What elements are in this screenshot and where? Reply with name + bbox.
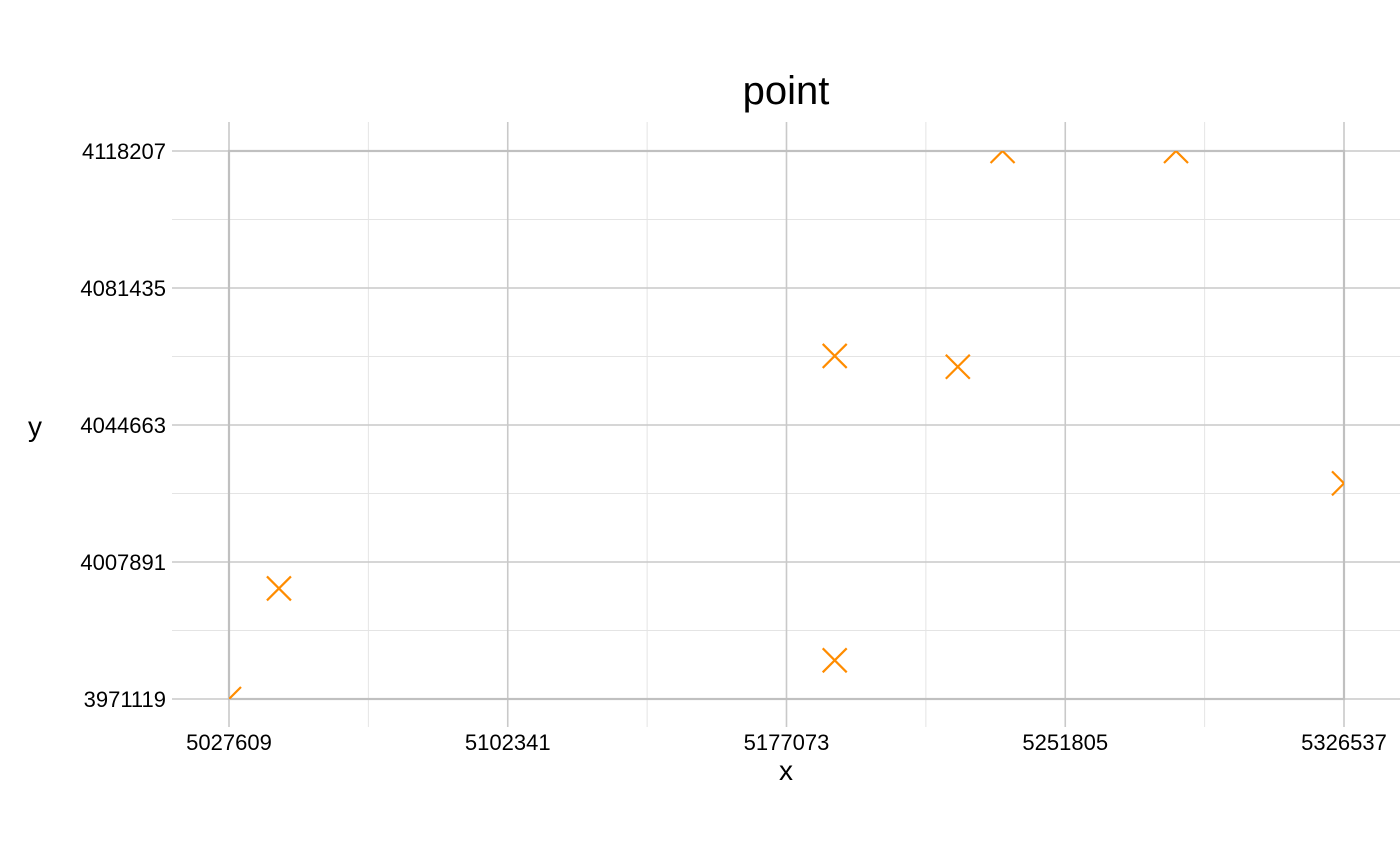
x-tick-label: 5326537 [1301, 730, 1387, 755]
x-tick-label: 5102341 [465, 730, 551, 755]
scatter-point [989, 151, 1016, 164]
scatter-point [1163, 151, 1189, 164]
y-tick-labels: 3971119 4007891 4044663 4081435 4118207 [80, 139, 166, 712]
y-tick-label: 4118207 [82, 139, 166, 164]
y-axis-title: y [28, 411, 42, 442]
chart-title: point [743, 69, 830, 113]
x-tick-label: 5251805 [1022, 730, 1108, 755]
y-tick-label: 4044663 [80, 413, 166, 438]
y-tick-label: 4081435 [80, 276, 166, 301]
y-tick-label: 4007891 [80, 550, 166, 575]
x-tick-labels: 5027609 5102341 5177073 5251805 5326537 [186, 730, 1387, 755]
scatter-point [945, 353, 971, 380]
x-tick-label: 5177073 [744, 730, 830, 755]
scatter-point [229, 686, 242, 699]
scatter-point [266, 575, 292, 602]
y-tick-label: 3971119 [84, 687, 166, 712]
x-axis-title: x [779, 755, 793, 786]
scatter-point [821, 343, 848, 369]
grid-layer [172, 122, 1400, 727]
x-tick-label: 5027609 [186, 730, 272, 755]
scatter-point [1331, 470, 1344, 497]
marks-layer [229, 151, 1344, 699]
plot-panel-border [227, 149, 1346, 701]
scatter-point [821, 647, 848, 674]
